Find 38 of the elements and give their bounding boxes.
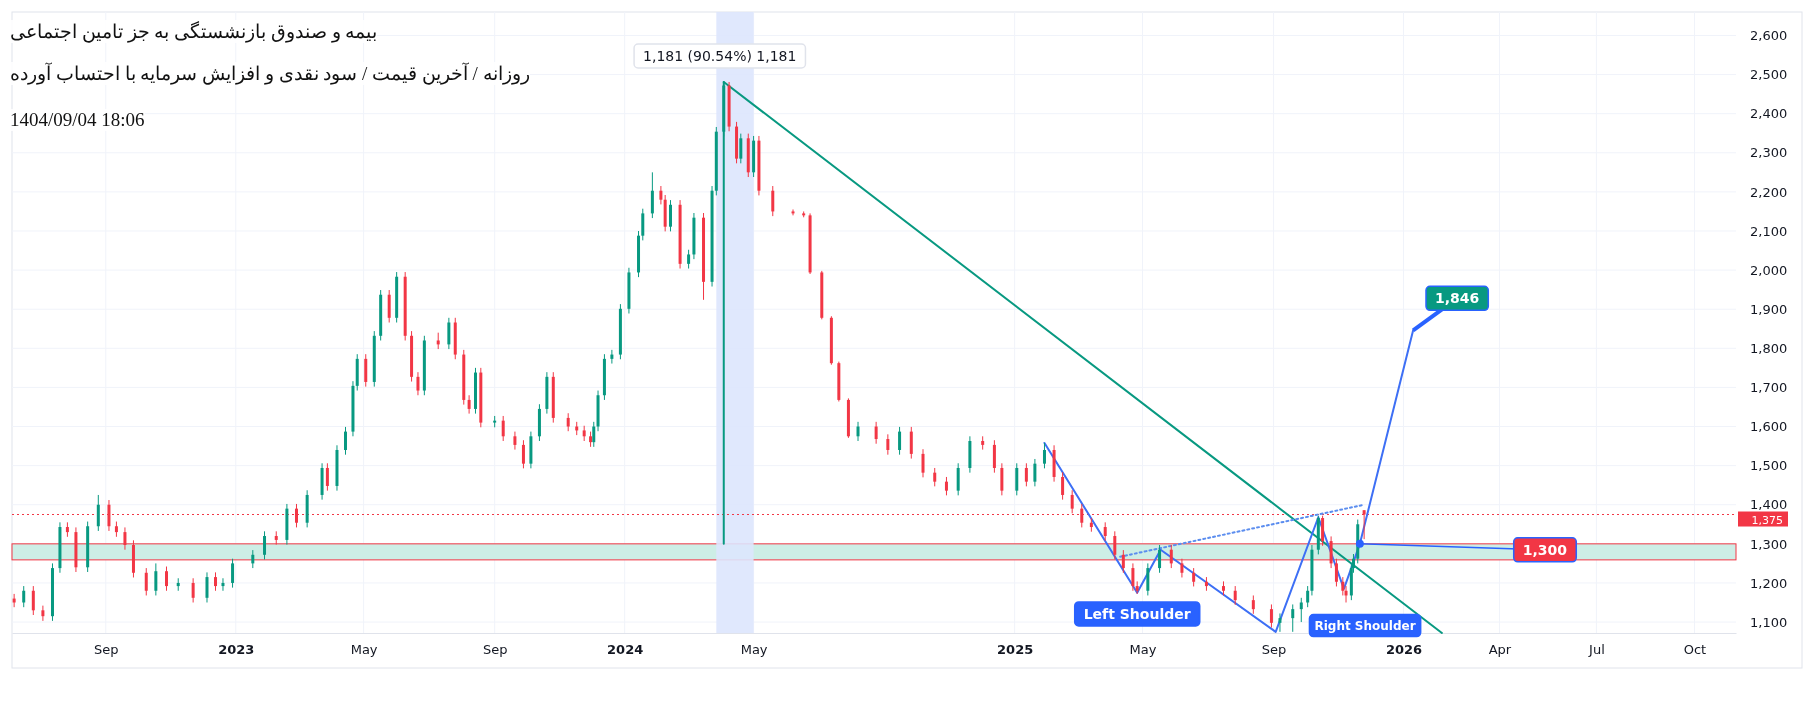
annotation: Left Shoulder [1083, 605, 1191, 622]
x-tick-label: May [740, 642, 768, 658]
x-tick-label: May [1129, 642, 1157, 658]
y-tick-label: 1,300 [1750, 536, 1788, 552]
x-tick-label: 2024 [607, 642, 644, 658]
x-tick-label: Jul [1588, 642, 1605, 658]
y-tick-label: 2,600 [1750, 28, 1788, 44]
y-tick-label: 1,900 [1750, 301, 1788, 317]
y-tick-label: 2,100 [1750, 223, 1788, 239]
annotation: Right Shoulder [1314, 618, 1416, 633]
y-tick-label: 1,800 [1750, 340, 1788, 356]
y-tick-label: 1,400 [1750, 497, 1788, 513]
y-tick-label: 1,200 [1750, 575, 1788, 591]
x-tick-label: 2023 [218, 642, 255, 658]
ref-line-label: 1,375 [1751, 513, 1783, 527]
annotation: 1,181 (90.54%) 1,181 [643, 48, 797, 64]
text: روزانه / آخرین قیمت / سود نقدی و افزایش سرمایه با احتساب آورده [10, 62, 530, 85]
y-tick-label: 2,000 [1750, 262, 1788, 278]
x-tick-label: 2026 [1385, 642, 1423, 658]
y-tick-label: 1,700 [1750, 380, 1788, 396]
x-tick-label: 2025 [997, 642, 1034, 658]
y-tick-label: 2,500 [1750, 67, 1788, 83]
text: بیمه و صندوق بازنشستگی به جز تامین اجتماعی [10, 20, 378, 43]
x-tick-label: Oct [1683, 642, 1707, 658]
x-tick-label: Sep [94, 642, 119, 658]
x-tick-label: Apr [1488, 642, 1512, 658]
y-tick-label: 1,600 [1750, 419, 1788, 435]
y-tick-label: 2,300 [1750, 145, 1788, 161]
y-tick-label: 1,100 [1750, 614, 1788, 630]
annotation: 1,300 [1522, 541, 1568, 558]
annotation: 1404/09/04 18:06 [10, 109, 145, 131]
x-tick-label: Sep [482, 642, 508, 658]
y-tick-label: 2,400 [1750, 106, 1788, 122]
y-tick-label: 1,500 [1750, 458, 1788, 474]
y-tick-label: 2,200 [1750, 184, 1788, 200]
x-tick-label: Sep [1261, 642, 1287, 658]
x-tick-label: May [350, 642, 378, 658]
annotation: 1,846 [1435, 290, 1480, 307]
